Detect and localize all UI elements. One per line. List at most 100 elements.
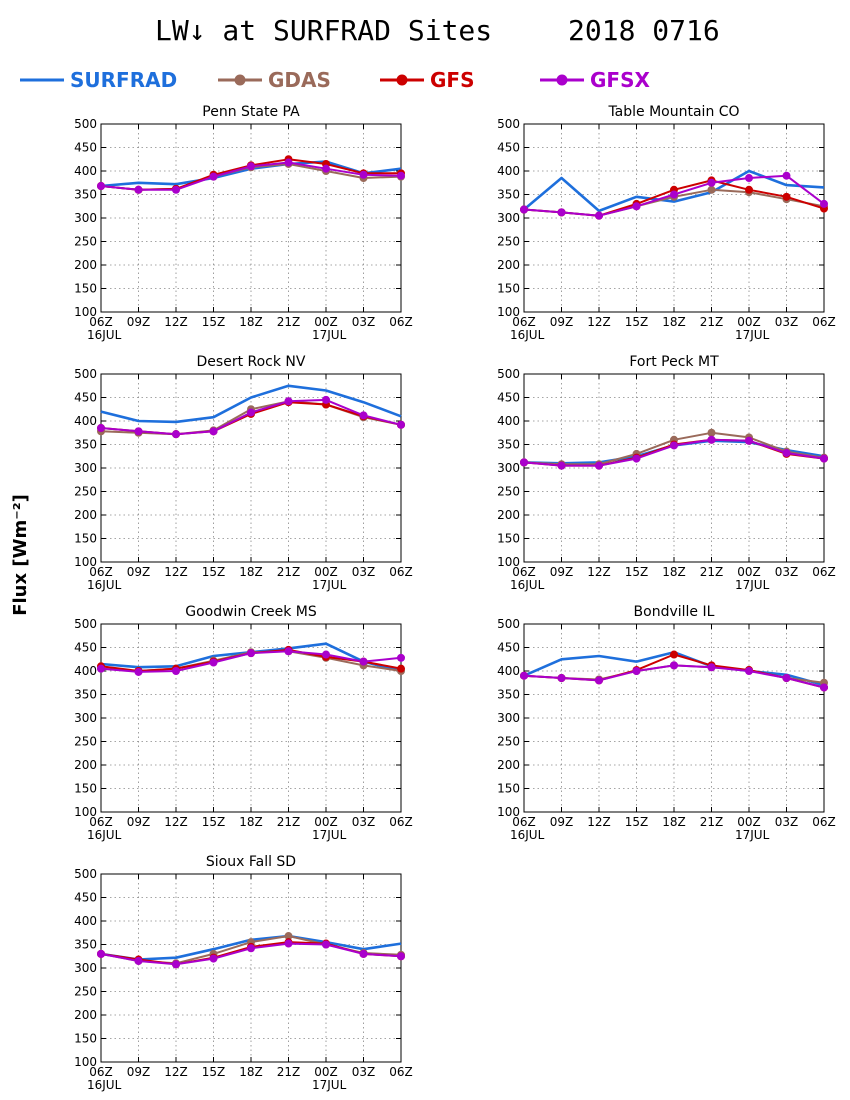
data-point [209, 427, 218, 436]
x-tick-label: 00Z [314, 565, 338, 579]
y-tick-label: 150 [74, 532, 97, 546]
data-point [134, 956, 143, 965]
legend-item-gfs: GFS [380, 68, 474, 92]
data-point [670, 190, 678, 199]
panel-fort-peck-mt: Fort Peck MT 100 150 200 250 300 350 400 450 500 0… [497, 354, 836, 592]
y-tick-label: 250 [497, 235, 520, 249]
x-tick-label: 09Z [127, 315, 151, 329]
x-tick-label: 12Z [587, 315, 611, 329]
y-tick-label: 500 [74, 367, 97, 381]
y-tick-label: 300 [74, 461, 97, 475]
data-point [284, 397, 293, 406]
data-point [707, 663, 716, 672]
y-tick-label: 350 [497, 188, 520, 202]
x-tick-label: 09Z [127, 1065, 151, 1079]
x-tick-label: 06Z [389, 315, 413, 329]
legend-label: SURFRAD [70, 68, 177, 92]
data-point [595, 461, 603, 470]
y-tick-label: 150 [497, 282, 520, 296]
x-tick-label: 06Z [812, 815, 836, 829]
y-tick-label: 450 [497, 391, 520, 405]
series-line [523, 169, 825, 213]
data-point [97, 664, 105, 673]
series-gfsx [97, 158, 405, 194]
y-tick-label: 250 [74, 235, 97, 249]
series-surfrad [100, 384, 402, 424]
y-tick-label: 100 [74, 555, 97, 569]
data-point [745, 185, 753, 194]
series-surfrad [523, 169, 825, 213]
data-point [247, 649, 255, 658]
series-gfsx [520, 661, 828, 692]
x-date-label: 17JUL [312, 328, 347, 342]
data-point [820, 199, 828, 208]
legend-item-gdas: GDAS [218, 68, 331, 92]
data-point [134, 667, 143, 676]
data-point [670, 650, 678, 659]
x-tick-label: 06Z [389, 815, 413, 829]
y-tick-label: 100 [74, 805, 97, 819]
x-tick-label: 03Z [775, 815, 799, 829]
data-point [595, 676, 603, 685]
panel-bondville-il: Bondville IL 100 150 200 250 300 350 400 450 500 0… [497, 604, 836, 842]
y-tick-label: 150 [74, 782, 97, 796]
x-tick-label: 00Z [314, 815, 338, 829]
data-point [397, 664, 405, 673]
x-tick-label: 09Z [127, 565, 151, 579]
y-tick-label: 100 [497, 555, 520, 569]
y-tick-label: 500 [497, 117, 520, 131]
data-point [782, 674, 791, 683]
y-tick-label: 350 [497, 688, 520, 702]
x-date-label: 16JUL [87, 578, 122, 592]
x-tick-label: 21Z [700, 565, 724, 579]
x-tick-label: 21Z [277, 315, 301, 329]
figure-title: LW↓ at SURFRAD Sites [155, 14, 492, 47]
y-tick-label: 150 [74, 282, 97, 296]
y-tick-label: 350 [74, 188, 97, 202]
x-tick-label: 06Z [512, 565, 536, 579]
data-point [359, 657, 368, 666]
data-point [172, 667, 180, 675]
x-tick-label: 21Z [277, 815, 301, 829]
y-tick-label: 400 [74, 664, 97, 678]
y-tick-label: 350 [74, 688, 97, 702]
data-point [397, 653, 405, 662]
data-point [322, 940, 330, 949]
x-tick-label: 18Z [239, 315, 263, 329]
panel-title: Bondville IL [634, 604, 715, 620]
panel-title: Desert Rock NV [197, 354, 306, 370]
x-tick-label: 18Z [239, 1065, 263, 1079]
y-tick-label: 500 [74, 617, 97, 631]
data-point [520, 205, 528, 214]
x-tick-label: 15Z [202, 815, 226, 829]
x-tick-label: 06Z [812, 315, 836, 329]
data-point [359, 411, 368, 420]
data-point [397, 420, 405, 429]
x-date-label: 17JUL [312, 1078, 347, 1092]
x-tick-label: 09Z [550, 565, 574, 579]
y-tick-label: 400 [74, 414, 97, 428]
y-tick-label: 200 [497, 258, 520, 272]
panel-title: Table Mountain CO [607, 104, 739, 120]
x-tick-label: 15Z [625, 815, 649, 829]
y-tick-label: 300 [74, 961, 97, 975]
legend-item-surfrad: SURFRAD [20, 68, 177, 92]
data-point [707, 435, 716, 444]
data-point [820, 454, 828, 463]
data-point [397, 952, 405, 961]
x-tick-label: 00Z [314, 1065, 338, 1079]
x-tick-label: 21Z [700, 815, 724, 829]
y-tick-label: 300 [74, 211, 97, 225]
y-tick-label: 300 [497, 711, 520, 725]
x-tick-label: 21Z [277, 1065, 301, 1079]
x-tick-label: 06Z [389, 565, 413, 579]
panel-sioux-fall-sd: Sioux Fall SD 100 150 200 250 300 350 400 450 500… [74, 854, 413, 1092]
x-tick-label: 15Z [202, 1065, 226, 1079]
y-tick-label: 200 [74, 258, 97, 272]
y-tick-label: 450 [74, 891, 97, 905]
series-line [100, 384, 402, 424]
data-point [557, 208, 566, 217]
panel-penn-state-pa: Penn State PA 100 150 200 250 300 350 400 450 500… [74, 104, 413, 342]
x-tick-label: 06Z [89, 815, 113, 829]
